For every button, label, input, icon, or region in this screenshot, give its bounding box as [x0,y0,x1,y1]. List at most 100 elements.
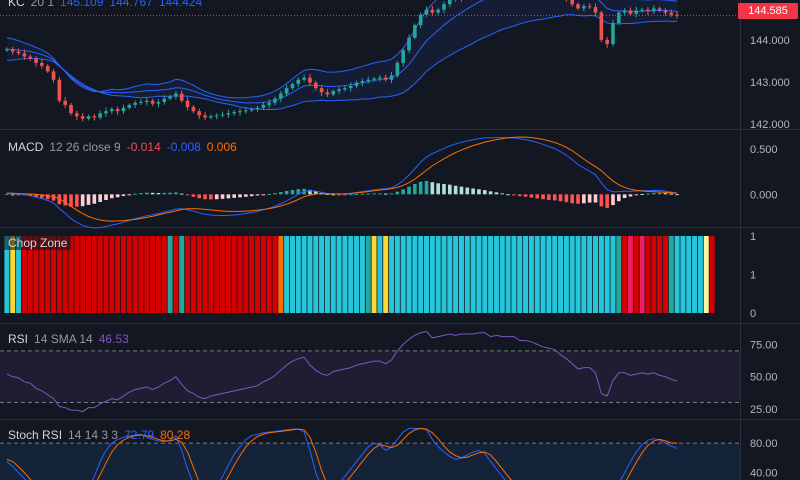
kc-middle-value: 144.767 [109,0,153,9]
macd-histogram-bar [273,193,277,195]
chop-legend-name: Chop Zone [8,236,68,250]
chop-zone-bar [74,236,80,313]
chop-zone-bar [144,236,150,313]
chop-zone-bar [254,236,261,313]
chop-zone-bar [587,236,593,313]
candle-body [226,113,231,115]
price-tick-label: 142.000 [750,119,790,131]
chop-zone-bar [464,236,470,313]
chop-zone-bar [39,236,45,313]
candle-body [657,8,662,11]
chop-zone-bar [120,236,126,313]
macd-histogram-bar [10,194,15,196]
candle-body [98,113,102,118]
macd-histogram-bar [587,194,592,203]
chop-zone-bar [692,236,698,313]
chop-zone-bar [231,236,237,313]
chop-zone-bar [680,236,686,313]
candle-body [343,88,347,90]
chop-zone-bar [668,236,674,313]
macd-histogram-bar [424,180,429,195]
candle-body [232,112,236,114]
macd-signal-line [6,136,678,222]
chop-zone-bar [342,236,348,313]
chop-zone-bar [348,236,354,313]
candle-body [424,9,429,15]
chop-zone-bar [21,236,27,313]
chop-zone-bar [447,236,453,313]
chop-tick-label: 1 [750,270,756,282]
macd-histogram-bar [279,192,283,195]
macd-histogram-bar [657,192,662,195]
macd-histogram-bar [348,194,353,196]
macd-histogram-bar [80,194,85,207]
macd-histogram-bar [16,194,21,196]
chop-zone-bar [103,236,109,313]
macd-histogram-bar [209,194,213,200]
macd-histogram-bar [232,194,236,198]
candle-body [413,25,417,38]
chop-zone-bar [313,236,319,313]
macd-histogram-bar [331,194,336,196]
chop-zone-bar [68,236,74,313]
macd-histogram-bar [45,194,50,200]
candle-body [669,12,674,15]
macd-histogram-bar [162,192,167,195]
chop-zone-bar [132,236,138,313]
candle-body [34,58,38,63]
candle-body [162,98,167,102]
chop-zone-bar [651,236,657,313]
chop-zone-bar [697,236,703,313]
chop-zone-bar [528,236,534,313]
candle-body [16,51,21,54]
chop-zone-bar [196,236,202,313]
chop-zone-bar [511,236,517,313]
candle-body [255,107,260,110]
chop-zone-bar [56,236,62,313]
chop-zone-bar [662,236,668,313]
chop-zone-bar [627,236,633,313]
chop-zone-bar [604,236,610,313]
macd-histogram-bar [197,194,202,199]
candle-body [663,10,668,13]
rsi-legend-name: RSI [8,332,29,346]
stoch-d-line [6,427,678,480]
stoch-tick-label: 80.00 [750,438,778,450]
macd-histogram-bar [453,185,458,195]
candle-body [92,116,97,118]
chop-zone-bar [534,236,540,313]
chop-zone-bar [190,236,196,313]
macd-signal-value: 0.006 [206,140,237,154]
kc-middle-line [6,0,678,104]
candle-body [617,12,621,24]
candle-body [337,89,341,92]
macd-histogram-bar [92,194,97,204]
macd-histogram-bar [168,192,172,195]
candle-body [611,23,615,45]
candle-body [325,92,330,95]
rsi-pane [0,330,740,413]
chop-zone-bar [97,236,103,313]
chop-zone-bar [33,236,39,313]
macd-histogram-bar [430,182,435,195]
candle-body [220,114,225,116]
candle-body [209,116,213,118]
chop-zone-bar [546,236,552,313]
chop-zone-bar [173,236,179,313]
macd-histogram-bar [582,194,586,204]
chop-zone-bar [167,236,173,313]
chop-zone-bar [27,236,33,313]
chop-zone-bar [499,236,505,313]
macd-histogram-bar [605,194,609,208]
candle-body [63,100,67,105]
chop-zone-bar [161,236,167,313]
kc-lower-line [6,14,678,111]
candle-body [45,65,50,72]
candle-body [51,71,56,80]
chop-zone-bar [202,236,208,313]
candle-body [407,37,411,51]
candle-body [279,93,283,99]
macd-histogram-bar [523,194,528,197]
